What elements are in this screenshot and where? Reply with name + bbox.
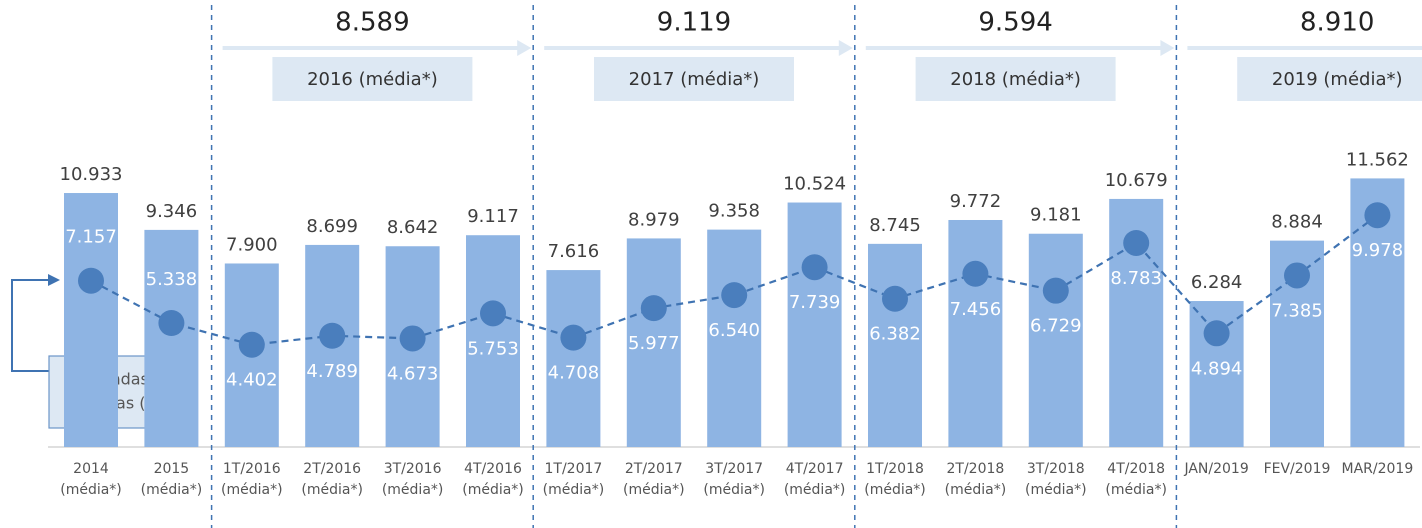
group-average: 9.594 [978,8,1052,38]
bar [787,202,842,447]
bar-value-label: 8.745 [869,215,921,236]
x-tick-label: MAR/2019 [1341,461,1414,477]
line-value-label: 5.977 [628,333,680,354]
line-value-label: 6.729 [1030,316,1082,337]
line [90,214,1379,346]
group-box [1237,57,1422,101]
bar-value-label: 9.117 [467,206,519,227]
x-tick-label: 2T/2018 (média*) [944,461,1007,498]
bar-value-label: 6.284 [1191,272,1243,293]
line-dot [882,285,908,312]
bar [1028,233,1083,447]
x-tick-label: 1T/2016 (média*) [221,461,283,498]
group-average: 8.910 [1300,8,1374,38]
line-value-label: 7.456 [950,299,1002,320]
bar-value-label: 9.772 [950,191,1002,212]
bar-value-label: 7.900 [226,234,278,255]
line-value-label: 4.673 [387,363,439,384]
line-value-label: 7.385 [1271,300,1323,321]
line-dot [158,309,185,336]
x-tick-label: 2015 (média*) [140,461,203,498]
line-dot [238,331,265,358]
annotation-arrowhead [48,274,60,286]
x-tick-label: 1T/2017 (média*) [542,461,605,498]
line-value-label: 4.789 [306,361,358,382]
x-tick-label: 1T/2018 (média*) [864,461,926,498]
bar-value-label: 9.346 [146,201,198,222]
bar [144,229,199,447]
bar-value-label: 10.679 [1105,170,1168,191]
line-dot [1042,277,1069,304]
line-dot [78,267,104,294]
x-tick-label: 4T/2018 (média*) [1105,461,1167,498]
line-value-label: 7.739 [789,292,841,313]
bar-value-label: 8.699 [306,216,358,237]
x-tick-label: 4T/2016 (média*) [462,461,524,498]
bar-value-label: 9.181 [1030,205,1082,226]
line-dot [721,282,748,309]
group-arrowhead [1160,40,1175,56]
group-arrowhead [517,40,532,56]
line-dot [560,324,587,351]
group-label: 2019 (média*) [1272,69,1403,90]
bar-value-label: 9.358 [708,201,760,222]
bar-value-label: 8.979 [628,209,680,230]
line-dot [1123,229,1150,256]
x-tick-label: 2T/2017 (média*) [623,461,685,498]
line-value-label: 6.382 [869,324,921,345]
bar-value-label: 10.524 [783,174,846,195]
line-value-label: 9.978 [1352,240,1404,261]
line-value-label: 8.783 [1110,268,1162,289]
x-tick-label: 4T/2017 (média*) [783,461,846,498]
annotation-bracket [11,279,49,372]
line-dot [640,295,667,322]
x-tick-label: FEV/2019 [1263,461,1331,477]
line-dot [480,300,506,327]
line-value-label: 6.540 [708,320,760,341]
line-value-label: 5.338 [146,269,198,290]
x-tick-label: 3T/2017 (média*) [703,461,765,498]
group-box [272,57,473,101]
bar [626,238,681,447]
bar [707,229,762,447]
line-dot [319,322,346,349]
bar-value-label: 8.642 [387,217,439,238]
x-tick-label: 2014 (média*) [60,461,122,498]
bar [64,193,118,447]
x-tick-label: JAN/2019 [1184,461,1249,477]
bar [948,219,1003,447]
line-value-label: 5.753 [467,338,519,359]
line-dot [1364,202,1391,229]
group-average: 8.589 [335,8,409,38]
bar-value-label: 11.562 [1346,149,1409,170]
group-box [915,57,1116,101]
bar [466,235,520,447]
group-average: 9.119 [657,8,731,38]
group-label: 2017 (média*) [629,69,760,90]
bar-value-label: 8.884 [1271,212,1323,233]
x-tick-label: 3T/2018 (média*) [1025,461,1087,498]
bar [546,270,601,447]
line-dot [399,325,426,352]
group-label: 2018 (média*) [950,69,1081,90]
line-dot [1203,320,1230,347]
group-arrowhead [838,40,853,56]
bar-value-label: 10.933 [60,164,123,185]
line-value-label: 4.894 [1191,358,1243,379]
line-value-label: 4.708 [548,363,600,384]
line-dot [1284,262,1310,289]
bar-value-label: 7.616 [548,241,600,262]
line-dot [962,260,989,287]
line-value-label: 4.402 [226,370,278,391]
bar [868,243,922,447]
group-box [594,57,794,101]
group-label: 2016 (média*) [307,69,438,90]
x-tick-label: 3T/2016 (média*) [381,461,444,498]
line-dot [801,254,828,281]
x-tick-label: 2T/2016 (média*) [301,461,363,498]
line-value-label: 7.157 [65,227,117,248]
